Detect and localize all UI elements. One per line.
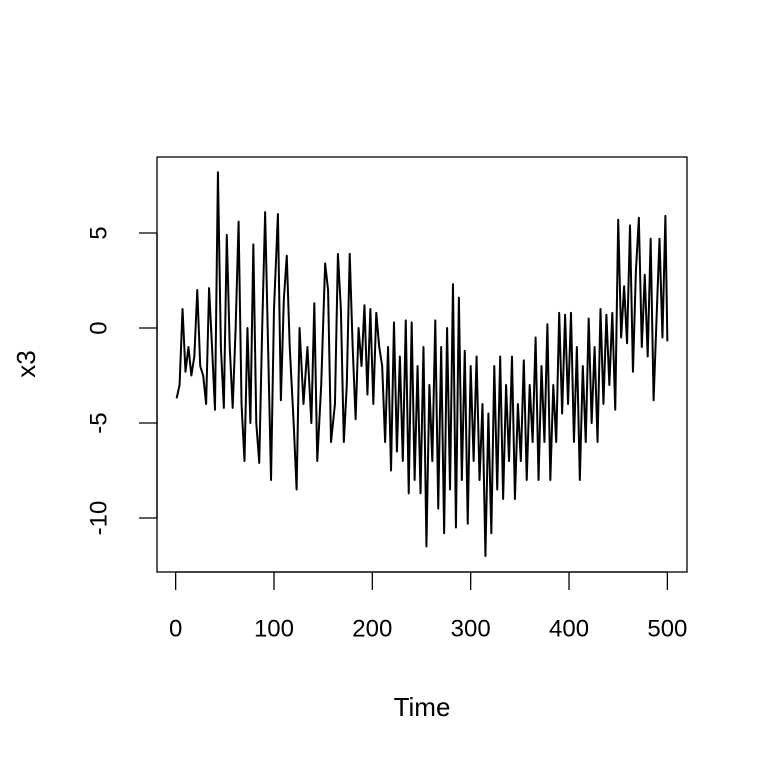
y-tick-label: 0	[85, 321, 112, 334]
x-tick-label: 400	[549, 615, 589, 642]
x-axis-label: Time	[394, 692, 451, 722]
x-tick-label: 500	[647, 615, 687, 642]
x-tick-label: 0	[169, 615, 182, 642]
x-tick-label: 100	[254, 615, 294, 642]
y-tick-label: -10	[85, 501, 112, 536]
y-tick-label: -5	[85, 412, 112, 433]
x-tick-label: 300	[451, 615, 491, 642]
y-axis-label: x3	[11, 350, 41, 377]
data-line	[175, 171, 669, 558]
x-tick-label: 200	[352, 615, 392, 642]
y-tick-label: 5	[85, 226, 112, 239]
